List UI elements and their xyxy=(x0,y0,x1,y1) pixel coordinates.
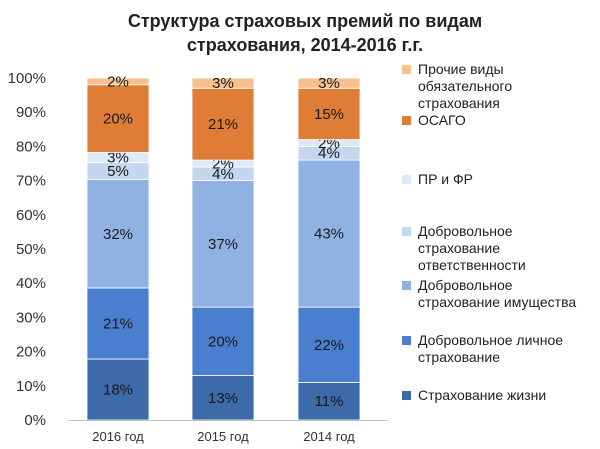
bar-segment xyxy=(297,87,361,140)
legend-label: Страхование жизни xyxy=(418,387,546,403)
y-tick-label: 100% xyxy=(8,70,46,87)
legend-label: страхование xyxy=(418,240,500,256)
legend-swatch xyxy=(402,65,411,74)
data-label: 20% xyxy=(103,111,133,128)
x-tick-label: 2015 год xyxy=(197,429,249,444)
data-label: 20% xyxy=(208,333,238,350)
data-label: 4% xyxy=(318,145,340,162)
legend-swatch xyxy=(402,336,411,345)
bar-segment xyxy=(191,77,255,89)
legend-label: страхование xyxy=(418,349,500,365)
y-tick-label: 80% xyxy=(16,138,46,155)
data-label: 3% xyxy=(107,150,129,167)
y-tick-label: 60% xyxy=(16,207,46,224)
legend-label: Добровольное личное xyxy=(418,332,563,348)
data-label: 5% xyxy=(107,163,129,180)
bar-segment xyxy=(191,375,255,421)
data-label: 32% xyxy=(103,226,133,243)
data-label: 21% xyxy=(103,315,133,332)
legend-label: Прочие виды xyxy=(418,61,504,77)
y-tick-label: 90% xyxy=(16,104,46,121)
data-label: 22% xyxy=(314,337,344,354)
chart-title-line: страхования, 2014-2016 г.г. xyxy=(187,35,423,55)
bar-stack: 13%20%37%4%2%21%3% xyxy=(191,75,255,421)
legend-item: ОСАГО xyxy=(402,112,466,128)
data-label: 18% xyxy=(103,382,133,399)
data-label: 13% xyxy=(208,390,238,407)
chart-title-line: Структура страховых премий по видам xyxy=(128,11,482,31)
legend-label: ПР и ФР xyxy=(418,171,473,187)
data-label: 37% xyxy=(208,236,238,253)
legend-swatch xyxy=(402,391,411,400)
data-label: 4% xyxy=(212,166,234,183)
bar-stack: 18% 21% 32% 5%3% 20% 2% xyxy=(86,73,150,421)
bar-segment xyxy=(86,287,150,360)
bar-segment xyxy=(297,77,361,89)
legend-swatch xyxy=(402,281,411,290)
plot-area: 18% 21% 32% 5%3% 20% 2% 13% 20% 37% 4% 2% 21% 3% 11% 2… xyxy=(86,73,361,421)
x-tick-label: 2014 год xyxy=(303,429,355,444)
chart-title: Структура страховых премий по видам страх… xyxy=(128,11,482,55)
y-tick-label: 30% xyxy=(16,309,46,326)
bar-segment xyxy=(191,306,255,376)
legend-label: страхования xyxy=(418,95,500,111)
legend-label: Добровольное xyxy=(418,223,513,239)
bar-segment xyxy=(86,84,150,153)
legend: Прочие видыобязательногострахованияОСАГО… xyxy=(402,61,576,403)
x-axis: 2016 год 2015 год 2014 год xyxy=(68,420,388,444)
bar-segment xyxy=(191,87,255,161)
y-tick-label: 70% xyxy=(16,173,46,190)
bar-segment xyxy=(86,358,150,421)
y-axis: 0% 10% 20% 30% 40% 50% 60% 70% 80% 90% 100% xyxy=(8,70,46,429)
legend-item: Страхование жизни xyxy=(402,387,546,403)
data-label: 15% xyxy=(314,106,344,123)
legend-swatch xyxy=(402,227,411,236)
bar-segment xyxy=(191,180,255,308)
y-tick-label: 50% xyxy=(16,241,46,258)
legend-label: Добровольное xyxy=(418,277,513,293)
y-tick-label: 10% xyxy=(16,378,46,395)
bar-segment xyxy=(297,381,361,421)
legend-label: обязательного xyxy=(418,78,512,94)
x-tick-label: 2016 год xyxy=(92,429,144,444)
legend-label: ОСАГО xyxy=(418,112,466,128)
legend-item: ПР и ФР xyxy=(402,171,473,187)
bar-segment xyxy=(297,159,361,308)
data-label: 21% xyxy=(208,116,238,133)
y-tick-label: 40% xyxy=(16,275,46,292)
data-label: 2% xyxy=(107,73,129,90)
data-label: 3% xyxy=(212,75,234,92)
y-tick-label: 20% xyxy=(16,344,46,361)
bar-segment xyxy=(297,306,361,383)
data-label: 3% xyxy=(318,75,340,92)
bar-segment xyxy=(86,77,150,86)
data-label: 11% xyxy=(315,393,344,410)
data-label: 43% xyxy=(314,226,344,243)
legend-swatch xyxy=(402,116,411,125)
legend-swatch xyxy=(402,175,411,184)
bar-stack: 11%22%43%4%2%15%3% xyxy=(297,75,361,421)
y-tick-label: 0% xyxy=(24,412,46,429)
legend-label: ответственности xyxy=(418,257,526,273)
legend-label: страхование имущества xyxy=(418,294,576,310)
